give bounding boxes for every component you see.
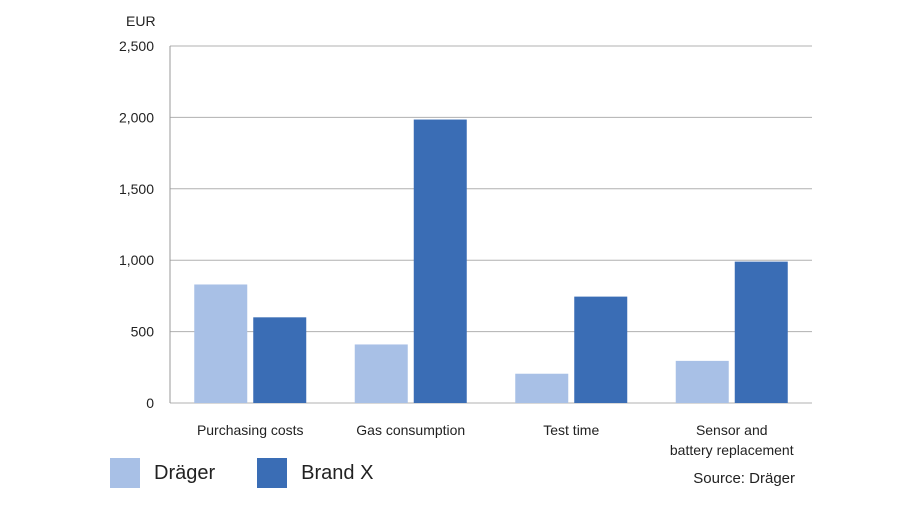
legend-item-brand-x: Brand X (257, 458, 373, 488)
y-tick-label: 1,500 (119, 181, 154, 197)
x-category-label-line: battery replacement (670, 442, 794, 458)
bar-drager (354, 344, 408, 403)
y-tick-label: 2,500 (119, 38, 154, 54)
x-category-label: Purchasing costs (197, 422, 304, 438)
bar-brand-x (253, 317, 307, 403)
legend-label-brand-x: Brand X (301, 461, 374, 484)
legend-label-drager: Dräger (154, 461, 216, 484)
bar-brand-x (734, 261, 788, 403)
bar-drager (194, 284, 248, 403)
legend-swatch-drager (110, 458, 140, 488)
bar-drager (675, 360, 729, 403)
x-category-label-line: Test time (543, 422, 599, 438)
bar-drager (515, 373, 569, 403)
x-category-label-line: Purchasing costs (197, 422, 304, 438)
y-tick-label: 0 (146, 395, 154, 411)
y-tick-label: 2,000 (119, 109, 154, 125)
y-tick-label: 500 (131, 324, 155, 340)
source-note: Source: Dräger (693, 470, 795, 487)
y-axis-unit-label: EUR (126, 13, 156, 29)
legend-swatch-brand-x (257, 458, 288, 488)
x-category-label-line: Sensor and (696, 422, 768, 438)
x-category-label: Test time (543, 422, 599, 438)
legend: Dräger Brand X (110, 458, 415, 488)
bar-brand-x (574, 296, 628, 403)
x-category-label: Gas consumption (356, 422, 465, 438)
bar-brand-x (413, 119, 467, 404)
x-category-label: Sensor and battery replacement (670, 422, 794, 458)
y-tick-label: 1,000 (119, 252, 154, 268)
x-category-label-line: Gas consumption (356, 422, 465, 438)
legend-item-drager: Dräger (110, 458, 215, 488)
